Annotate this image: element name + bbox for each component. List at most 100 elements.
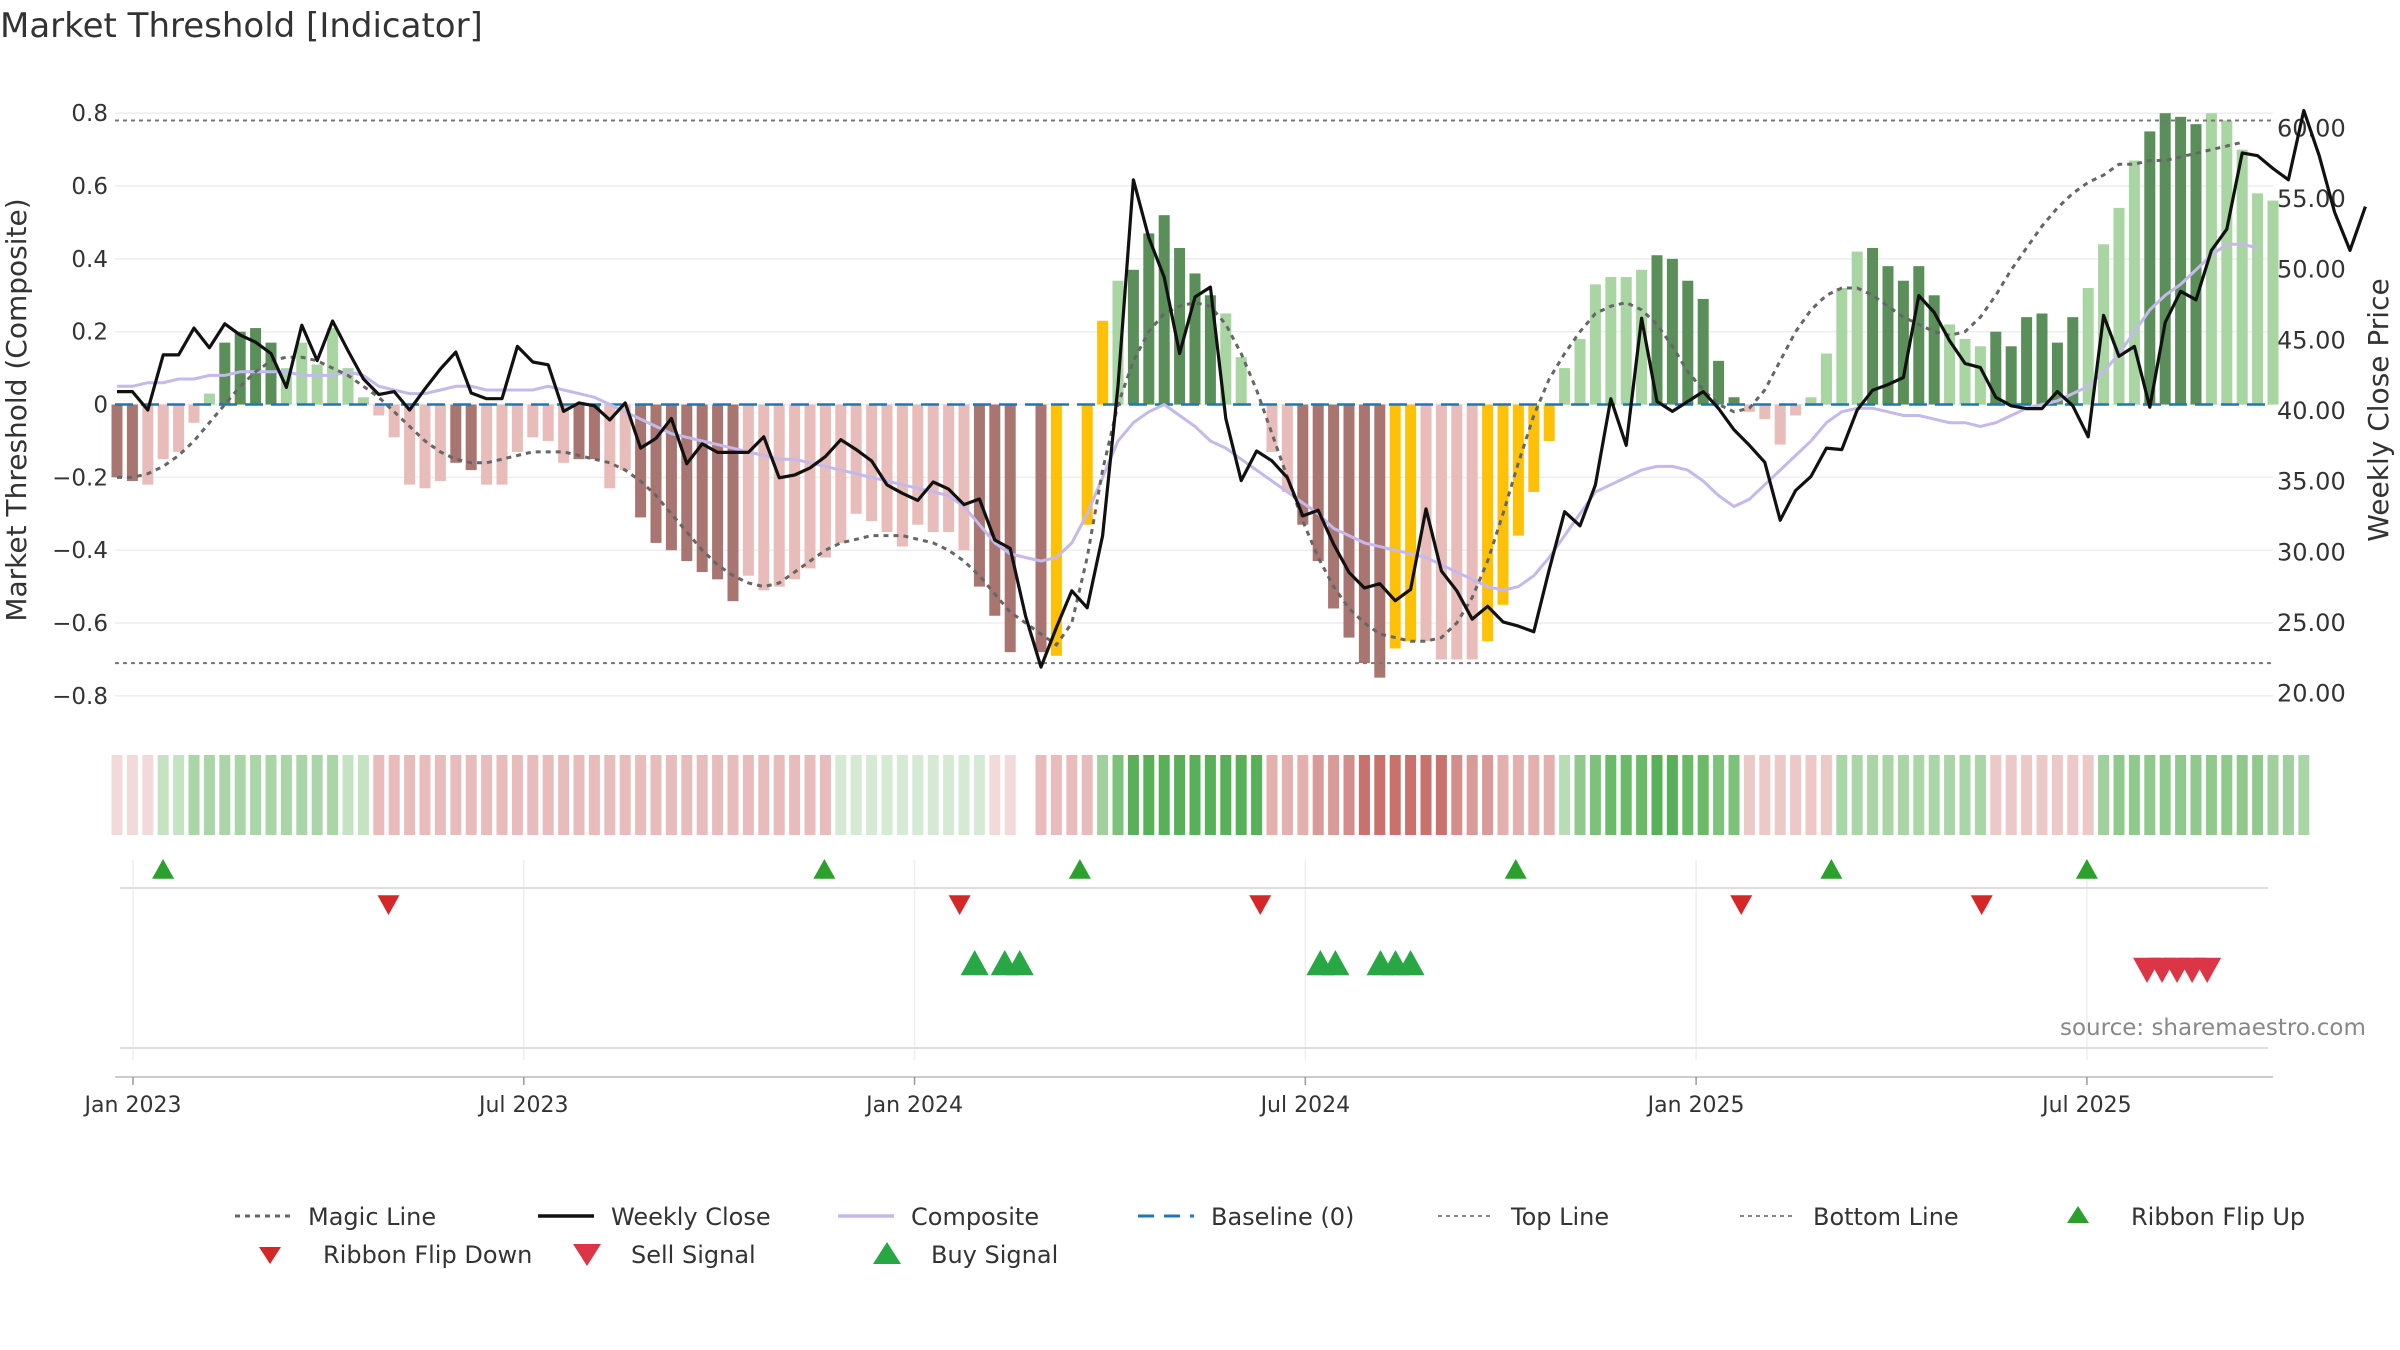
ribbon-cell [1143, 755, 1155, 835]
threshold-bar [542, 404, 554, 441]
ribbon-cell [2205, 755, 2217, 835]
threshold-bar [157, 404, 169, 460]
ribbon-cell [1081, 755, 1093, 835]
ribbon-cell [789, 755, 801, 835]
legend-item: Baseline (0) [1138, 1203, 1354, 1231]
ribbon-cell [404, 755, 416, 835]
ribbon-cell [1728, 755, 1740, 835]
ribbon-cell [1451, 755, 1463, 835]
x-tick-label: Jul 2023 [477, 1093, 569, 1118]
threshold-bar [650, 404, 662, 543]
ribbon-cell [588, 755, 600, 835]
ribbon-cell [758, 755, 770, 835]
threshold-bar [2067, 317, 2079, 405]
threshold-bar [1312, 404, 1324, 562]
ribbon-cell [1759, 755, 1771, 835]
threshold-bar [1158, 215, 1170, 405]
ribbon-cell [804, 755, 816, 835]
threshold-bar [1928, 295, 1940, 405]
ribbon-cell [604, 755, 616, 835]
buy-signal-marker [1396, 950, 1425, 976]
ribbon-cell [265, 755, 277, 835]
threshold-bar [1959, 338, 1971, 405]
ribbon-cell [2267, 755, 2279, 835]
threshold-bar [1574, 338, 1586, 405]
ribbon-cell [896, 755, 908, 835]
x-tick-label: Jan 2024 [864, 1093, 963, 1118]
ribbon-flip-up-marker [1820, 859, 1843, 879]
threshold-bar [1174, 247, 1186, 405]
ribbon-cell [2082, 755, 2094, 835]
threshold-bar [1127, 269, 1139, 405]
threshold-bar [881, 404, 893, 532]
ribbon-cell [419, 755, 431, 835]
threshold-bar [327, 328, 339, 405]
threshold-bar [1374, 404, 1386, 678]
ribbon-cell [342, 755, 354, 835]
ribbon-cell [912, 755, 924, 835]
threshold-bar [1620, 277, 1632, 405]
threshold-bar [1559, 368, 1571, 405]
threshold-bar [588, 404, 600, 460]
ribbon-cell [2144, 755, 2156, 835]
threshold-bar [1189, 273, 1201, 405]
ribbon-cell [1867, 755, 1879, 835]
threshold-bar [712, 404, 724, 580]
threshold-bar [373, 404, 385, 416]
ribbon-cell [2175, 755, 2187, 835]
threshold-bar [804, 404, 816, 569]
threshold-bar [404, 404, 416, 485]
threshold-bar [835, 404, 847, 543]
ribbon-cell [280, 755, 292, 835]
ribbon-cell [203, 755, 215, 835]
ribbon-cell [2051, 755, 2063, 835]
ribbon-cell [2190, 755, 2202, 835]
threshold-bar [1697, 298, 1709, 405]
legend-swatch [573, 1244, 601, 1266]
ribbon-cell [1959, 755, 1971, 835]
threshold-bar [665, 404, 677, 551]
legend-label: Ribbon Flip Down [323, 1241, 532, 1269]
threshold-bar [681, 404, 693, 562]
threshold-bar [1851, 251, 1863, 405]
ribbon-cell [1158, 755, 1170, 835]
ribbon-cell [1836, 755, 1848, 835]
ribbon-cell [1297, 755, 1309, 835]
ribbon-cell [542, 755, 554, 835]
ribbon-cell [296, 755, 308, 835]
legend-label: Baseline (0) [1211, 1203, 1354, 1231]
ribbon-cell [958, 755, 970, 835]
ribbon-cell [681, 755, 693, 835]
ribbon-cell [727, 755, 739, 835]
ribbon-cell [1004, 755, 1016, 835]
threshold-bar [1435, 404, 1447, 660]
ribbon-cell [2021, 755, 2033, 835]
legend-label: Bottom Line [1813, 1203, 1959, 1231]
threshold-bar [1220, 313, 1232, 405]
threshold-bar [142, 404, 154, 485]
buy-signal-marker [1005, 950, 1034, 976]
threshold-bar [1990, 331, 2002, 405]
ribbon-cell [2221, 755, 2233, 835]
threshold-bar [2252, 193, 2264, 405]
ribbon-cell [373, 755, 385, 835]
ribbon-cell [1913, 755, 1925, 835]
threshold-bar [188, 404, 200, 423]
threshold-bar [2021, 317, 2033, 405]
ribbon-cell [881, 755, 893, 835]
threshold-bar [1897, 280, 1909, 405]
threshold-bar [450, 404, 462, 463]
threshold-bar [912, 404, 924, 525]
ribbon-cell [1743, 755, 1755, 835]
threshold-bar [1466, 404, 1478, 660]
x-tick-label: Jul 2024 [1259, 1093, 1351, 1118]
threshold-bar [973, 404, 985, 587]
threshold-bar [1636, 269, 1648, 405]
ribbon-cell [496, 755, 508, 835]
legend-item: Composite [838, 1203, 1039, 1231]
ribbon-flip-up-marker [1504, 859, 1527, 879]
ribbon-cell [2236, 755, 2248, 835]
ribbon-cell [1374, 755, 1386, 835]
ribbon-cell [434, 755, 446, 835]
ribbon-cell [1851, 755, 1863, 835]
